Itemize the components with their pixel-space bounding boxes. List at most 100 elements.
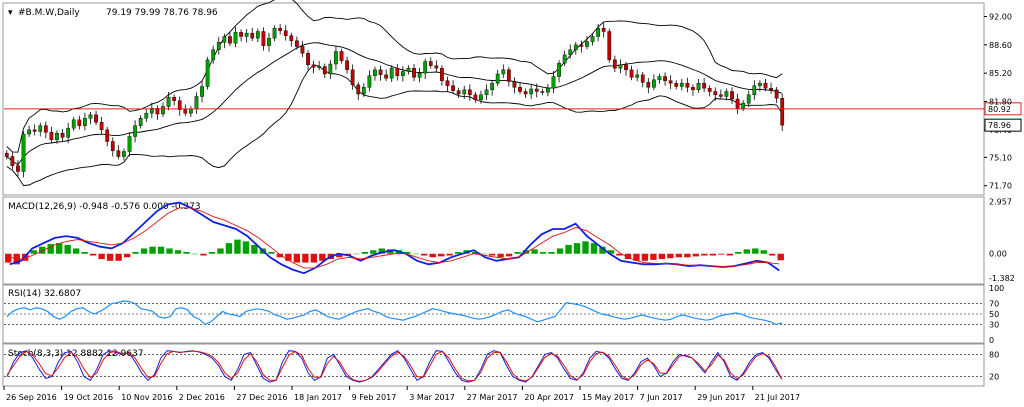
candle-body <box>38 125 43 132</box>
candle-body <box>172 97 177 101</box>
macd-histogram-bar <box>378 248 385 254</box>
candle-body <box>161 106 165 115</box>
candle-body <box>306 52 310 66</box>
candle-body <box>328 63 333 75</box>
signal-line <box>9 207 780 269</box>
candle-body <box>601 27 606 32</box>
candle-body <box>283 30 288 36</box>
candle-body <box>490 82 494 91</box>
x-tick-label: 20 Apr 2017 <box>524 393 573 402</box>
candle-body <box>77 119 82 126</box>
current-price-box <box>984 118 1022 132</box>
price-title: #B.M.W,Daily <box>18 8 80 18</box>
candle-body <box>189 108 193 114</box>
candle-body <box>255 31 260 39</box>
candle-body <box>21 133 26 172</box>
macd-panel <box>2 196 985 285</box>
stoch-title: Stoch(8,3,3) 12.8882 12.9637 <box>8 349 143 359</box>
macd-histogram-bar <box>548 251 555 254</box>
macd-histogram-bar <box>573 243 581 254</box>
candle-body <box>640 74 645 83</box>
macd-histogram-bar <box>480 253 487 255</box>
macd-histogram-bar <box>30 250 37 254</box>
macd-histogram-bar <box>370 250 377 254</box>
candle-body <box>350 69 355 86</box>
candle-body <box>646 82 651 88</box>
macd-histogram-bar <box>488 253 496 256</box>
candle-body <box>60 132 65 138</box>
bollinger-lower-line <box>6 64 783 186</box>
candle-body <box>138 117 143 126</box>
stoch-tick-label: 80 <box>989 350 999 359</box>
rsi-line <box>6 300 783 326</box>
macd-histogram-bar <box>251 244 258 254</box>
macd-histogram-bar <box>539 251 547 254</box>
candle-body <box>473 94 478 101</box>
rsi-tick-label: 100 <box>989 284 1004 293</box>
price-tick-label: 71.70 <box>989 182 1012 191</box>
candle-body <box>774 89 779 99</box>
x-tick-label: 3 Mar 2017 <box>409 393 455 402</box>
candle-body <box>484 89 489 96</box>
macd-histogram-bar <box>769 253 776 256</box>
stoch-k-line <box>6 350 783 383</box>
candle-body <box>540 91 545 93</box>
level-label-text: 80.92 <box>988 105 1011 114</box>
macd-histogram-bar <box>353 253 360 255</box>
candle-body <box>635 74 640 78</box>
candle-body <box>339 51 344 61</box>
candle-body <box>361 87 366 95</box>
x-tick-label: 27 Mar 2017 <box>467 393 518 402</box>
candle-body <box>573 44 578 51</box>
macd-histogram-bar <box>599 246 606 254</box>
rsi-tick-label: 50 <box>989 310 999 319</box>
macd-histogram-bar <box>429 253 436 258</box>
macd-histogram-bar <box>310 253 318 263</box>
macd-histogram-bar <box>607 250 615 254</box>
macd-histogram-bar <box>166 248 173 254</box>
candle-body <box>523 91 528 95</box>
candle-body <box>244 32 249 37</box>
macd-tick-label: -1.382 <box>989 274 1015 283</box>
candle-body <box>467 89 472 96</box>
candle-body <box>512 81 517 88</box>
macd-histogram-bar <box>531 249 538 254</box>
price-tick-label: 75.10 <box>989 153 1012 162</box>
candle-body <box>222 36 227 43</box>
macd-histogram-bar <box>47 244 54 254</box>
macd-histogram-bar <box>438 253 445 257</box>
macd-histogram-bar <box>522 250 530 254</box>
axes: 80.9292.0088.6085.2081.8078.4075.1071.70… <box>3 13 1022 402</box>
x-tick-label: 2 Dec 2016 <box>179 393 225 402</box>
symbol-arrow-icon[interactable]: ▾ <box>8 8 13 18</box>
price-tick-label: 92.00 <box>989 13 1012 22</box>
macd-histogram-bar <box>81 251 88 254</box>
candle-body <box>618 64 623 69</box>
candle-body <box>663 76 667 81</box>
candle-body <box>88 114 93 119</box>
macd-histogram-bar <box>5 253 12 263</box>
candle-body <box>205 59 210 87</box>
candle-body <box>702 82 706 89</box>
candle-body <box>479 94 483 101</box>
candle-body <box>668 80 673 84</box>
candle-body <box>211 49 216 61</box>
candle-body <box>434 65 439 69</box>
rsi-tick-label: 0 <box>989 336 994 345</box>
candle-body <box>718 94 723 97</box>
macd-histogram-bar <box>446 253 453 256</box>
macd-histogram-bar <box>616 253 623 256</box>
macd-histogram-bar <box>132 251 139 254</box>
candle-body <box>534 88 539 92</box>
candle-body <box>763 82 768 89</box>
x-tick-label: 21 Jul 2017 <box>755 393 800 402</box>
candle-body <box>272 27 277 39</box>
macd-histogram-bar <box>777 253 784 261</box>
macd-histogram-bar <box>633 253 640 261</box>
x-tick-label: 15 May 2017 <box>582 393 634 402</box>
x-tick-label: 9 Feb 2017 <box>352 393 397 402</box>
macd-histogram-bar <box>471 251 479 254</box>
x-tick-label: 19 Oct 2016 <box>64 393 113 402</box>
candle-body <box>445 80 450 86</box>
